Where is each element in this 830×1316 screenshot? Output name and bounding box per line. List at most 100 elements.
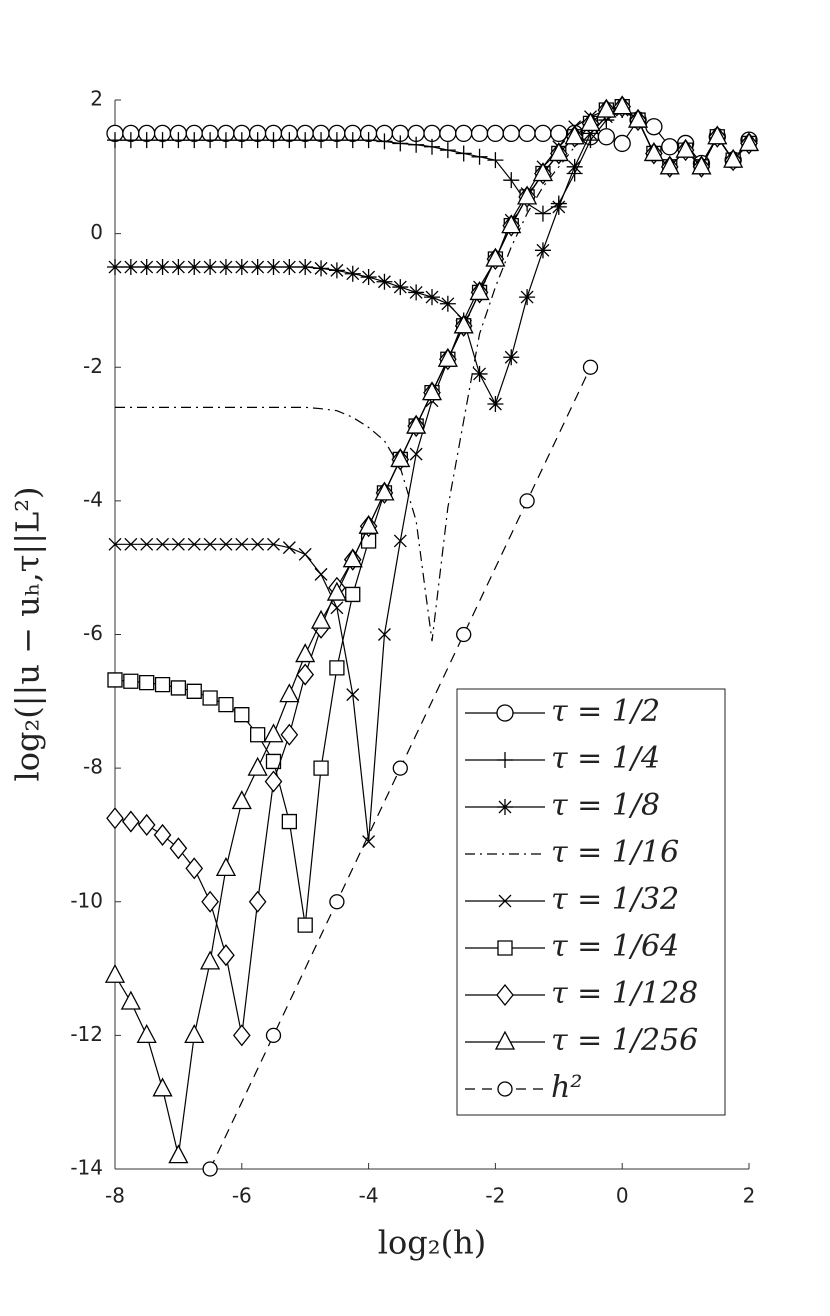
marker (596, 98, 617, 118)
y-tick-label: -2 (83, 354, 103, 378)
marker (487, 395, 504, 412)
marker (264, 770, 283, 793)
marker (408, 136, 425, 153)
marker (421, 381, 443, 401)
marker (502, 124, 520, 143)
marker (358, 514, 379, 534)
marker (169, 837, 188, 860)
marker (217, 259, 234, 276)
marker (233, 132, 250, 149)
legend-marker (497, 799, 513, 815)
legend-label: τ = 1/32 (551, 882, 679, 917)
marker (564, 125, 585, 145)
marker (393, 534, 407, 548)
marker (344, 132, 361, 149)
marker (310, 609, 332, 629)
marker (282, 541, 296, 555)
legend-label: τ = 1/4 (551, 741, 660, 776)
marker (124, 537, 138, 551)
marker (251, 537, 265, 551)
x-tick-label: 2 (743, 1184, 756, 1208)
marker (201, 890, 219, 913)
marker (675, 138, 696, 158)
marker (518, 124, 536, 143)
marker (104, 963, 126, 983)
marker (392, 760, 408, 776)
y-tick-label: 0 (90, 220, 103, 244)
marker (202, 1161, 218, 1177)
legend-marker (498, 894, 512, 908)
marker (392, 135, 409, 152)
marker (344, 265, 361, 282)
marker (219, 537, 233, 551)
marker (408, 284, 425, 301)
marker (122, 259, 139, 276)
marker (267, 537, 280, 551)
marker (297, 917, 313, 933)
marker (313, 760, 329, 776)
marker (532, 162, 554, 182)
marker (360, 132, 377, 149)
marker (471, 365, 488, 382)
marker (233, 259, 250, 276)
x-tick-label: -4 (359, 1184, 379, 1208)
marker (627, 108, 649, 128)
marker (439, 295, 456, 312)
marker (424, 289, 440, 306)
marker (217, 944, 235, 967)
marker (138, 132, 155, 149)
marker (345, 586, 361, 603)
marker (202, 132, 219, 149)
marker (470, 124, 489, 143)
marker (152, 1077, 173, 1097)
marker (485, 247, 506, 267)
x-tick-label: -6 (232, 1184, 252, 1208)
marker (280, 723, 299, 746)
marker (376, 133, 393, 150)
marker (171, 537, 185, 551)
marker (501, 214, 522, 234)
x-axis-label: log₂(h) (378, 1224, 486, 1262)
legend-marker (494, 1030, 516, 1050)
marker (437, 347, 458, 367)
marker (519, 493, 535, 509)
marker (534, 124, 552, 143)
marker (580, 111, 601, 132)
marker (140, 537, 154, 551)
marker (249, 259, 266, 276)
marker (313, 132, 330, 149)
legend-marker (497, 940, 513, 956)
marker (153, 823, 172, 846)
marker (247, 756, 268, 776)
marker (659, 155, 680, 175)
y-tick-label: -6 (83, 621, 103, 645)
legend-label: τ = 1/8 (551, 788, 660, 823)
marker (154, 259, 171, 276)
marker (200, 950, 221, 970)
marker (503, 172, 520, 189)
marker (281, 259, 298, 276)
marker (360, 269, 377, 286)
x-tick-label: -8 (105, 1184, 125, 1208)
marker (342, 548, 363, 568)
marker (265, 259, 282, 276)
marker (297, 132, 314, 149)
marker (503, 349, 520, 366)
marker (281, 813, 297, 830)
legend-label: τ = 1/256 (551, 1023, 698, 1058)
marker (156, 537, 170, 551)
marker (424, 138, 440, 155)
marker (707, 125, 728, 145)
marker (250, 727, 266, 743)
y-tick-label: -8 (83, 755, 103, 779)
marker (346, 688, 360, 702)
marker (329, 660, 345, 676)
marker (550, 198, 567, 215)
marker (723, 148, 744, 168)
x-tick-label: -2 (485, 1184, 505, 1208)
marker (455, 145, 472, 162)
marker (231, 790, 252, 810)
marker (296, 663, 315, 686)
marker (313, 260, 330, 277)
marker (139, 674, 155, 691)
